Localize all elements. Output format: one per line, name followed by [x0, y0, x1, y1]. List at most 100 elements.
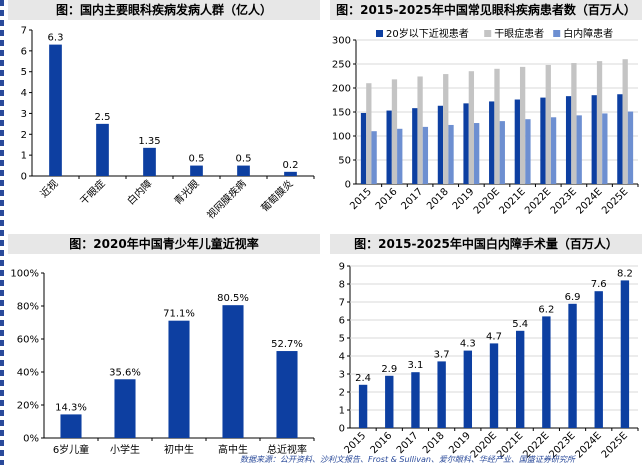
bar [542, 316, 551, 428]
y-tick-label: 2 [21, 130, 27, 141]
bar [489, 343, 499, 428]
bar [596, 61, 603, 185]
y-tick-label: 2 [339, 388, 345, 399]
y-tick-label: 200 [332, 84, 351, 95]
data-label: 7.6 [591, 279, 607, 290]
bar [540, 97, 546, 184]
y-tick-label: 6 [339, 316, 345, 327]
bar [222, 305, 244, 438]
chart-title: 图：2020年中国青少年儿童近视率 [8, 234, 320, 254]
y-tick-label: 7 [21, 26, 27, 37]
x-tick-label: 青光眼 [171, 177, 201, 207]
x-tick-label: 视网膜疾病 [204, 177, 249, 222]
bar [371, 131, 377, 184]
y-tick-label: 8 [339, 280, 345, 291]
bar [190, 165, 203, 176]
bar [366, 83, 372, 184]
data-label: 6.9 [565, 292, 581, 303]
y-tick-label: 5 [339, 334, 345, 345]
bar [437, 105, 444, 184]
bar [143, 147, 156, 176]
bar [463, 350, 473, 428]
x-tick-label: 2024E [574, 186, 604, 216]
y-tick-label: 1 [339, 406, 345, 417]
chart-title: 图：国内主要眼科疾病发病人群（亿人） [8, 0, 320, 20]
bar [114, 379, 136, 438]
x-tick-label: 2021E [498, 186, 528, 216]
bar [494, 68, 500, 184]
x-tick-label: 2016 [374, 186, 400, 212]
x-tick-label: 6岁儿童 [53, 443, 89, 456]
bar [499, 121, 505, 184]
y-tick-label: 0 [345, 180, 351, 191]
x-tick-label: 小学生 [110, 443, 140, 456]
data-label: 80.5% [217, 293, 249, 304]
y-tick-label: 0 [339, 424, 345, 435]
y-tick-label: 250 [332, 60, 351, 71]
y-tick-label: 20% [17, 401, 39, 412]
x-tick-label: 2025E [600, 430, 630, 460]
x-tick-label: 2022E [523, 186, 553, 216]
chart-panel-patient-counts: 图：2015-2025年中国常见眼科疾病患者数（百万人） 0 50 100 150 20… [330, 0, 642, 230]
legend-swatch [553, 30, 561, 37]
y-tick-label: 9 [339, 262, 345, 273]
bar [411, 372, 420, 428]
chart-myopia-rate: 0% 20% 40% 60% 80% 100% 14.3% 6岁儿童 35.6% 小学生 71.1%… [10, 269, 315, 456]
data-label: 35.6% [109, 367, 141, 378]
y-tick-label: 300 [332, 36, 351, 47]
bar [622, 59, 628, 185]
data-label: 2.9 [381, 364, 397, 375]
data-label: 3.1 [408, 360, 424, 371]
bar [463, 103, 469, 184]
chart-panel-myopia-rate: 图：2020年中国青少年儿童近视率 0% 20% 40% 60% 80% 100% 14.3… [8, 234, 320, 465]
x-tick-label: 白内障 [124, 177, 154, 207]
y-tick-label: 0% [23, 434, 39, 445]
bar [96, 123, 109, 176]
data-label: 6.3 [48, 33, 64, 44]
legend-swatch [484, 30, 492, 37]
bar [397, 128, 403, 184]
left-border-decoration [0, 0, 4, 465]
bar [386, 110, 392, 184]
bar [168, 320, 190, 438]
bar [514, 99, 520, 184]
x-tick-label: 2025E [600, 186, 630, 216]
bar [358, 384, 368, 428]
bar [565, 96, 572, 184]
y-tick-label: 4 [339, 352, 345, 363]
legend-label: 20岁以下近视患者 [386, 27, 469, 40]
y-tick-label: 0 [21, 172, 27, 183]
bar [591, 95, 597, 184]
x-tick-label: 2024E [574, 430, 604, 460]
legend-label: 干眼症患者 [494, 27, 544, 40]
data-label: 71.1% [163, 309, 195, 320]
bar [550, 117, 557, 184]
source-note: 数据来源：公开资料、沙利文报告、Frost & Sullivan、爱尔眼科、华经… [240, 455, 575, 464]
y-tick-label: 3 [21, 109, 27, 120]
x-tick-label: 2015 [342, 430, 368, 456]
bar [443, 74, 449, 184]
chart-panel-cataract-surgeries: 图：2015-2025年中国白内障手术量（百万人） 0 1 2 3 4 5 6 7 8 9 2.4 2… [330, 234, 642, 465]
chart-cataract-surgeries: 0 1 2 3 4 5 6 7 8 9 2.4 2015 2.9 2016 3.1 2017 3.7 2018 4.… [339, 262, 639, 461]
x-tick-label: 初中生 [164, 443, 194, 456]
x-tick-label: 近视 [37, 177, 60, 200]
bar [360, 112, 367, 184]
bar [545, 64, 551, 184]
bar [385, 375, 394, 428]
x-tick-label: 2015 [348, 186, 374, 212]
bar [594, 291, 603, 428]
bar [468, 71, 475, 184]
bar [525, 119, 531, 184]
legend-label: 白内障患者 [563, 27, 613, 40]
data-label: 14.3% [55, 402, 87, 413]
bar [391, 79, 398, 184]
data-label: 4.3 [460, 339, 476, 350]
x-tick-label: 2017 [399, 186, 425, 212]
bar [515, 330, 525, 428]
bar [237, 165, 250, 176]
x-tick-label: 总近视率 [267, 443, 307, 456]
bar [617, 94, 623, 184]
chart-panel-disease-population: 图：国内主要眼科疾病发病人群（亿人） 0 1 2 3 4 5 6 7 6.3 近视 2.5 干眼症 1.… [8, 0, 320, 230]
y-tick-label: 80% [17, 302, 39, 313]
